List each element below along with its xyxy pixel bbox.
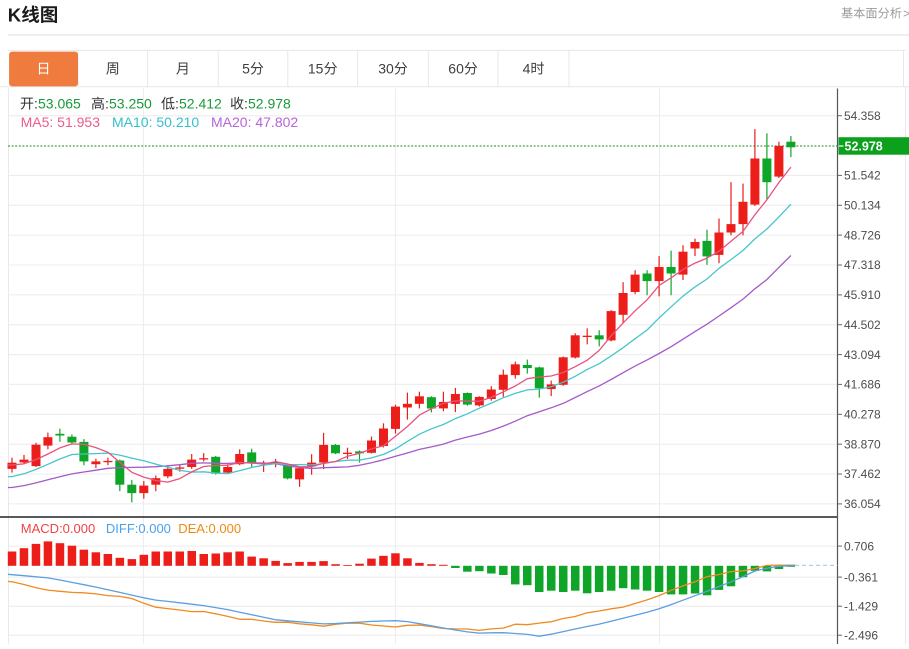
svg-text:44.502: 44.502 [844, 318, 881, 332]
svg-text:4: 4 [523, 61, 531, 77]
svg-text:52.978: 52.978 [845, 140, 883, 154]
svg-text:30: 30 [378, 61, 394, 77]
svg-text:52.978: 52.978 [248, 96, 291, 112]
svg-text:MA5: 51.953: MA5: 51.953 [21, 114, 101, 130]
svg-text:51.542: 51.542 [844, 169, 881, 183]
svg-text:5: 5 [242, 61, 250, 77]
svg-text:-2.496: -2.496 [844, 628, 878, 642]
svg-text:38.870: 38.870 [844, 437, 881, 451]
svg-text:40.278: 40.278 [844, 408, 881, 422]
svg-text:-0.361: -0.361 [844, 570, 878, 584]
svg-text:MA20: 47.802: MA20: 47.802 [211, 114, 298, 130]
svg-text:0.706: 0.706 [844, 539, 874, 553]
svg-text:36.054: 36.054 [844, 497, 881, 511]
svg-text:45.910: 45.910 [844, 288, 881, 302]
svg-text:52.412: 52.412 [179, 96, 222, 112]
svg-text:47.318: 47.318 [844, 258, 881, 272]
svg-text:K: K [8, 4, 22, 25]
svg-text:37.462: 37.462 [844, 467, 881, 481]
svg-text:DIFF:0.000: DIFF:0.000 [106, 521, 171, 536]
svg-text:53.250: 53.250 [109, 96, 152, 112]
svg-text:41.686: 41.686 [844, 378, 881, 392]
svg-text:48.726: 48.726 [844, 228, 881, 242]
svg-text:-1.429: -1.429 [844, 599, 878, 613]
svg-text:60: 60 [448, 61, 464, 77]
svg-text:MACD:0.000: MACD:0.000 [21, 521, 95, 536]
svg-text:54.358: 54.358 [844, 109, 881, 123]
svg-text:DEA:0.000: DEA:0.000 [178, 521, 241, 536]
svg-text:53.065: 53.065 [38, 96, 81, 112]
svg-text:43.094: 43.094 [844, 348, 881, 362]
svg-text:50.134: 50.134 [844, 199, 881, 213]
svg-text:15: 15 [308, 61, 324, 77]
svg-text:>: > [903, 7, 909, 21]
svg-text:MA10: 50.210: MA10: 50.210 [112, 114, 199, 130]
